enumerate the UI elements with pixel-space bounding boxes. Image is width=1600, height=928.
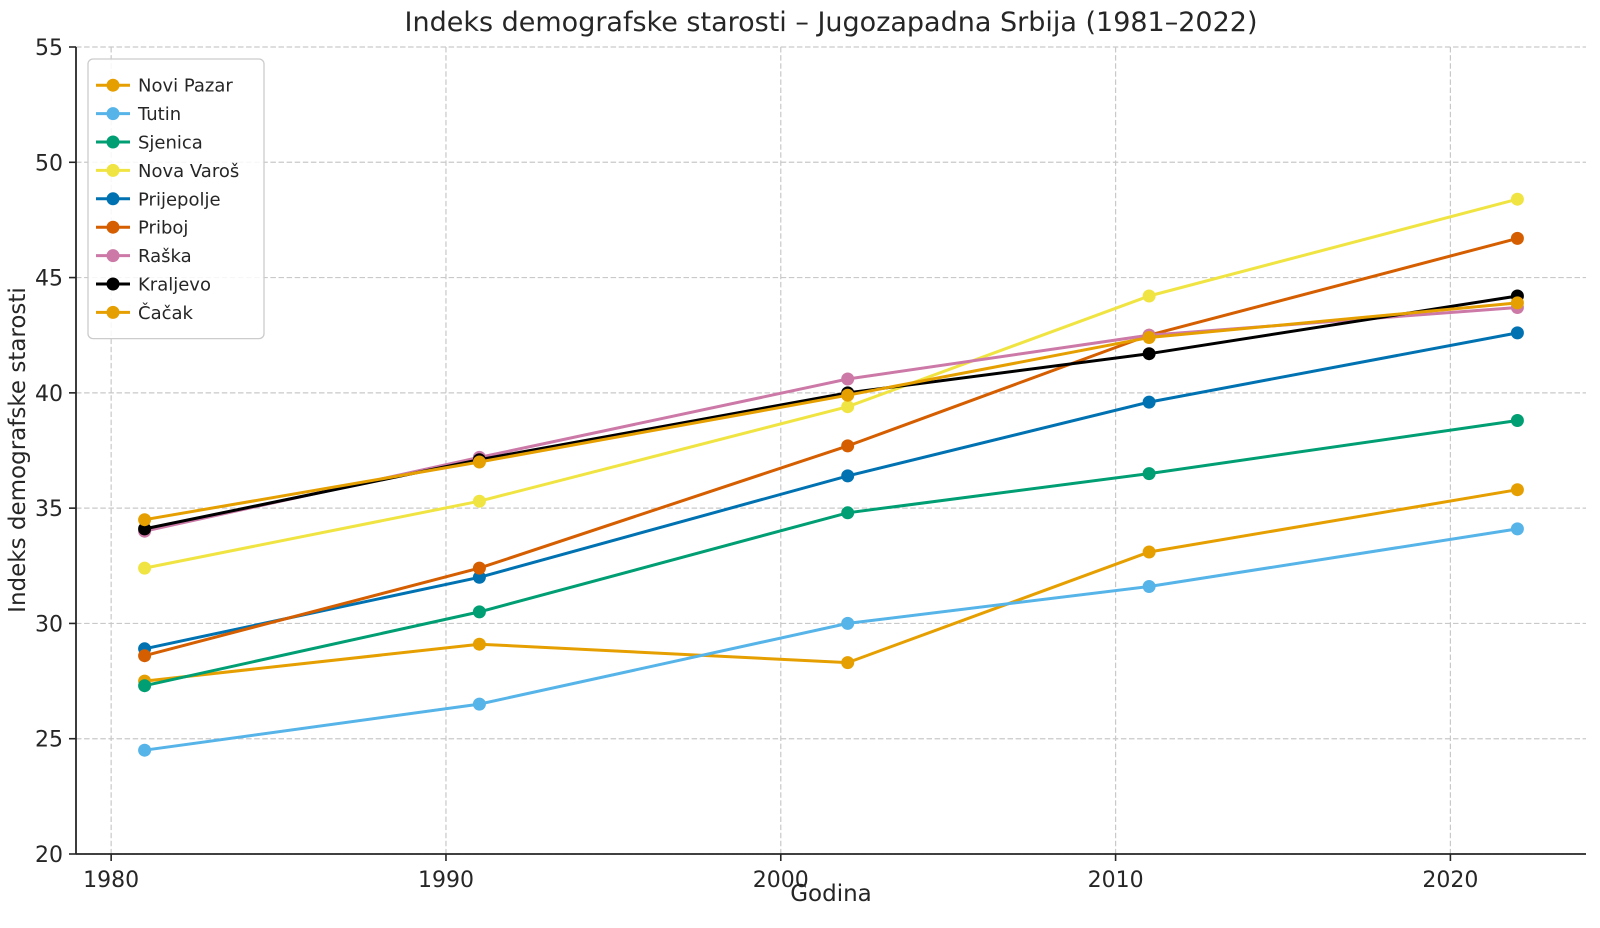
xtick-label-2020: 2020 bbox=[1422, 868, 1478, 893]
ytick-label-40: 40 bbox=[35, 382, 63, 407]
legend-swatch-marker bbox=[106, 249, 120, 263]
legend-label: Kraljevo bbox=[138, 275, 211, 296]
legend-item-novi-pazar: Novi Pazar bbox=[96, 76, 233, 97]
legend: Novi Pazar Tutin Sjenica Nova Varoš Prijepol… bbox=[87, 58, 265, 340]
data-point-marker bbox=[841, 400, 855, 414]
legend-swatch-marker bbox=[106, 305, 120, 319]
legend-label: Nova Varoš bbox=[138, 161, 239, 182]
data-point-marker bbox=[841, 372, 855, 386]
legend-label: Prijepolje bbox=[138, 189, 221, 210]
ytick-label-55: 55 bbox=[35, 36, 63, 61]
legend-swatch-marker bbox=[106, 107, 120, 121]
legend-item-raška: Raška bbox=[96, 246, 192, 267]
legend-box bbox=[87, 58, 265, 340]
data-point-marker bbox=[841, 388, 855, 402]
legend-item-kraljevo: Kraljevo bbox=[96, 275, 211, 296]
data-point-marker bbox=[138, 649, 152, 663]
data-point-marker bbox=[138, 743, 152, 757]
data-series bbox=[138, 192, 1524, 757]
tick-marks bbox=[69, 46, 1452, 861]
legend-swatch-marker bbox=[106, 220, 120, 234]
data-point-marker bbox=[841, 506, 855, 520]
ytick-label-30: 30 bbox=[35, 612, 63, 637]
series-tutin bbox=[138, 522, 1524, 757]
series-priboj bbox=[138, 231, 1524, 663]
legend-label: Priboj bbox=[138, 218, 188, 239]
data-point-marker bbox=[1142, 331, 1156, 344]
data-point-marker bbox=[472, 494, 486, 508]
data-point-marker bbox=[472, 605, 486, 619]
x-axis-label: Godina bbox=[790, 881, 872, 907]
data-point-marker bbox=[1142, 545, 1156, 559]
series-čačak bbox=[138, 296, 1524, 527]
data-point-marker bbox=[1142, 580, 1156, 593]
legend-swatch-marker bbox=[106, 135, 120, 149]
data-point-marker bbox=[841, 439, 855, 453]
xtick-label-2000: 2000 bbox=[753, 868, 809, 893]
data-point-marker bbox=[138, 561, 152, 575]
series-raška bbox=[138, 301, 1524, 538]
legend-item-sjenica: Sjenica bbox=[96, 133, 203, 154]
series-novi-pazar bbox=[138, 483, 1524, 688]
data-point-marker bbox=[472, 561, 486, 575]
series-line bbox=[143, 236, 1519, 658]
ytick-label-35: 35 bbox=[35, 497, 63, 522]
legend-label: Tutin bbox=[137, 104, 181, 125]
axes-spines bbox=[75, 47, 1586, 855]
data-point-marker bbox=[1142, 289, 1156, 303]
legend-item-tutin: Tutin bbox=[96, 104, 181, 125]
ytick-label-25: 25 bbox=[35, 728, 63, 753]
data-point-marker bbox=[1510, 231, 1524, 245]
legend-swatch-marker bbox=[106, 78, 120, 92]
data-point-marker bbox=[841, 656, 855, 670]
data-point-marker bbox=[1510, 414, 1524, 427]
series-sjenica bbox=[138, 414, 1524, 693]
legend-label: Raška bbox=[138, 246, 192, 267]
xtick-label-1980: 1980 bbox=[83, 868, 139, 893]
data-point-marker bbox=[472, 570, 486, 584]
data-point-marker bbox=[1142, 395, 1156, 409]
legend-label: Novi Pazar bbox=[138, 76, 233, 97]
legend-swatch-marker bbox=[106, 163, 120, 177]
ytick-label-20: 20 bbox=[35, 843, 63, 868]
series-prijepolje bbox=[138, 326, 1524, 656]
data-point-marker bbox=[1142, 467, 1156, 481]
gridlines bbox=[76, 46, 1586, 855]
series-line bbox=[143, 419, 1519, 688]
xtick-label-1990: 1990 bbox=[418, 868, 474, 893]
legend-swatch-marker bbox=[106, 277, 120, 291]
legend-label: Čačak bbox=[138, 302, 194, 324]
data-point-marker bbox=[841, 616, 855, 630]
series-line bbox=[143, 306, 1519, 533]
data-point-marker bbox=[472, 697, 486, 711]
legend-item-čačak: Čačak bbox=[96, 302, 194, 324]
data-point-marker bbox=[472, 637, 486, 651]
legend-label: Sjenica bbox=[138, 133, 203, 154]
y-axis-label: Indeks demografske starosti bbox=[5, 287, 31, 613]
legend-item-priboj: Priboj bbox=[96, 218, 188, 239]
legend-swatch-marker bbox=[106, 192, 120, 206]
data-point-marker bbox=[1510, 326, 1524, 340]
chart-title: Indeks demografske starosti – Jugozapadn… bbox=[405, 7, 1258, 38]
data-point-marker bbox=[1510, 483, 1524, 497]
data-point-marker bbox=[138, 513, 152, 527]
ytick-label-45: 45 bbox=[35, 267, 63, 292]
legend-item-nova-varoš: Nova Varoš bbox=[96, 161, 239, 182]
series-nova-varoš bbox=[138, 192, 1524, 575]
data-point-marker bbox=[472, 455, 486, 469]
data-point-marker bbox=[841, 469, 855, 483]
data-point-marker bbox=[1510, 296, 1524, 310]
data-point-marker bbox=[138, 522, 152, 536]
data-point-marker bbox=[138, 679, 152, 693]
ytick-label-50: 50 bbox=[35, 151, 63, 176]
xtick-label-2010: 2010 bbox=[1088, 868, 1144, 893]
legend-item-prijepolje: Prijepolje bbox=[96, 189, 221, 210]
data-point-marker bbox=[1142, 347, 1156, 361]
data-point-marker bbox=[1510, 522, 1524, 536]
data-point-marker bbox=[1510, 192, 1524, 206]
